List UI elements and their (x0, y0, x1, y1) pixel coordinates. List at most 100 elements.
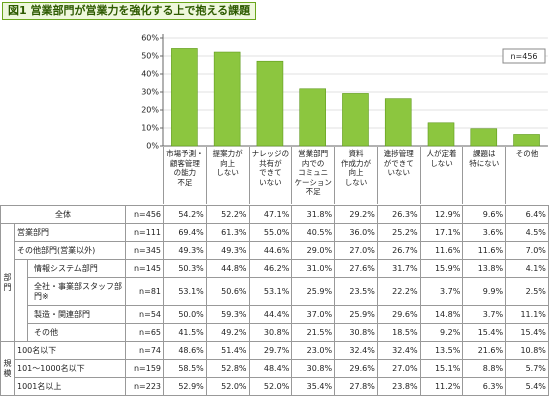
value-cell: 30.8% (291, 359, 336, 378)
row: 全体 n=456 54.2% 52.2% 47.1% 31.8% 29.2% 26.3% 12.… (0, 205, 549, 224)
value-cell: 3.7% (419, 277, 464, 306)
value-cell: 3.6% (462, 223, 507, 242)
y-tick-label: 40% (141, 70, 159, 79)
value-cell: 46.2% (248, 259, 293, 278)
category-label: 市場予測・ 顧客管理 の能力 不足 (163, 147, 206, 204)
value-cell: 31.8% (291, 205, 336, 224)
row-label: 全体 (0, 205, 126, 224)
value-cell: 61.3% (205, 223, 250, 242)
value-cell: 47.1% (248, 205, 293, 224)
value-cell: 12.9% (419, 205, 464, 224)
y-tick-label: 0% (146, 142, 159, 151)
value-cell: 55.0% (248, 223, 293, 242)
y-tick-label: 60% (141, 34, 159, 43)
value-cell: 15.4% (462, 323, 507, 342)
value-cell: 23.0% (291, 341, 336, 360)
value-cell: 27.8% (334, 377, 378, 396)
value-cell: 11.6% (462, 241, 507, 260)
value-cell: 4.5% (505, 223, 549, 242)
category-label: 提案力が 向上 しない (205, 147, 249, 204)
bar (256, 60, 284, 147)
value-cell: 54.2% (163, 205, 207, 224)
value-cell: 30.8% (334, 323, 378, 342)
value-cell: 29.0% (291, 241, 336, 260)
category-label: 営業部門 内での コミュニ ケーション 不足 (291, 147, 334, 204)
value-cell: 25.9% (334, 305, 378, 324)
value-cell: 25.2% (376, 223, 421, 242)
n-cell: n=345 (125, 241, 164, 260)
value-cell: 9.6% (462, 205, 507, 224)
value-cell: 29.7% (248, 341, 293, 360)
n-cell: n=111 (125, 223, 164, 242)
value-cell: 52.2% (205, 205, 250, 224)
value-cell: 15.4% (505, 323, 549, 342)
row-label: 100名以下 (14, 341, 126, 360)
bar (513, 134, 540, 147)
value-cell: 53.1% (248, 277, 293, 306)
n-cell: n=65 (125, 323, 164, 342)
row: 1001名以上 n=223 52.9% 52.0% 52.0% 35.4% 27.8% 23.… (1, 377, 549, 396)
value-cell: 10.8% (505, 341, 549, 360)
row: 全社・事業部スタッフ部門※ n=81 53.1% 50.6% 53.1% 25.9% 23.… (1, 277, 549, 306)
value-cell: 44.4% (248, 305, 293, 324)
value-cell: 58.5% (163, 359, 207, 378)
legend-box (502, 48, 546, 64)
value-cell: 49.3% (205, 241, 250, 260)
n-cell: n=456 (125, 205, 164, 224)
value-cell: 7.0% (505, 241, 549, 260)
category-label: 進捗管理 ができて いない (376, 147, 420, 204)
value-cell: 25.9% (291, 277, 336, 306)
bar (213, 51, 241, 147)
value-cell: 29.6% (334, 359, 378, 378)
value-cell: 4.1% (505, 259, 549, 278)
value-cell: 27.0% (334, 241, 378, 260)
value-cell: 23.8% (376, 377, 421, 396)
row-label: 製造・関連部門 (27, 305, 126, 324)
value-cell: 13.8% (462, 259, 507, 278)
value-cell: 21.5% (291, 323, 336, 342)
category-label: 資料 作成力が 向上 しない (334, 147, 377, 204)
value-cell: 69.4% (163, 223, 207, 242)
bar (470, 128, 498, 147)
y-tick-label: 10% (141, 124, 159, 133)
value-cell: 52.0% (248, 377, 293, 396)
value-cell: 27.0% (376, 359, 421, 378)
value-cell: 52.8% (205, 359, 250, 378)
y-tick-label: 20% (141, 106, 159, 115)
value-cell: 2.5% (505, 277, 549, 306)
group-label: 部門 (0, 223, 15, 342)
value-cell: 40.5% (291, 223, 336, 242)
y-tick-label: 30% (141, 88, 159, 97)
group-label: 規模 (0, 341, 15, 396)
row-label: その他 (27, 323, 126, 342)
value-cell: 44.8% (205, 259, 250, 278)
y-tick-label: 50% (141, 52, 159, 61)
value-cell: 14.8% (419, 305, 464, 324)
value-cell: 32.4% (334, 341, 378, 360)
value-cell: 15.1% (419, 359, 464, 378)
value-cell: 31.0% (291, 259, 336, 278)
n-cell: n=145 (125, 259, 164, 278)
row: その他部門(営業以外) n=345 49.3% 49.3% 44.6% 29.0% 27.0… (1, 241, 549, 260)
bar (384, 98, 412, 147)
value-cell: 26.3% (376, 205, 421, 224)
value-cell: 22.2% (376, 277, 421, 306)
value-cell: 11.6% (419, 241, 464, 260)
title: 図1 営業部門が営業力を強化する上で抱える課題 (2, 2, 257, 20)
n-cell: n=159 (125, 359, 164, 378)
n-cell: n=223 (125, 377, 164, 396)
value-cell: 5.7% (505, 359, 549, 378)
row: 製造・関連部門 n=54 50.0% 59.3% 44.4% 37.0% 25.9% 29.6… (1, 305, 549, 324)
value-cell: 17.1% (419, 223, 464, 242)
row: 情報システム部門 n=145 50.3% 44.8% 46.2% 31.0% 27.6% 31… (1, 259, 549, 342)
value-cell: 21.6% (462, 341, 507, 360)
value-cell: 51.4% (205, 341, 250, 360)
value-cell: 6.4% (505, 205, 549, 224)
value-cell: 50.0% (163, 305, 207, 324)
value-cell: 29.6% (376, 305, 421, 324)
value-cell: 59.3% (205, 305, 250, 324)
value-cell: 48.4% (248, 359, 293, 378)
n-cell: n=81 (125, 277, 164, 306)
row-label: 情報システム部門 (27, 259, 126, 278)
value-cell: 6.3% (462, 377, 507, 396)
